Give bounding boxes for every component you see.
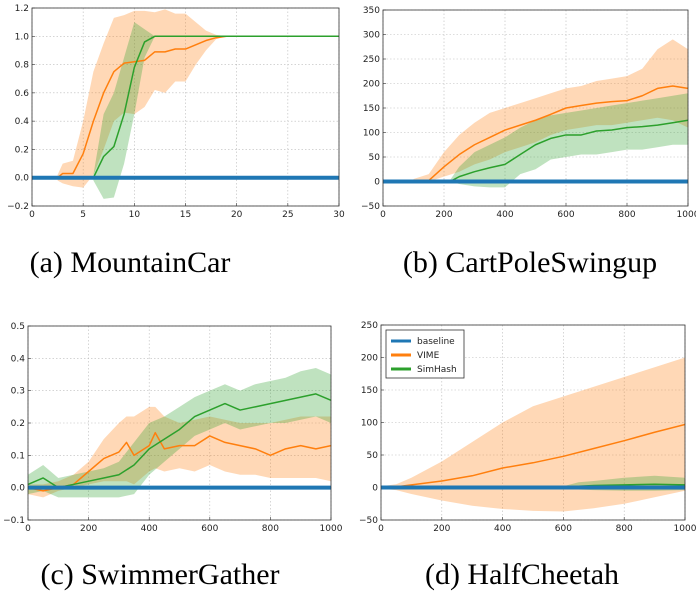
x-tick-label: 200 <box>433 524 450 534</box>
band-vime <box>28 406 331 498</box>
panel-c: 0 200 400 600 800 1000 −0.1 0.0 0.1 0.2 0.3 0.4 0.5 <box>3 322 343 534</box>
caption-d: (d) HalfCheetah <box>425 558 619 591</box>
y-tick-label: 250 <box>363 55 380 65</box>
line-vime <box>381 423 685 489</box>
band-vime <box>57 9 339 188</box>
caption-b: (b) CartPoleSwingup <box>403 246 657 279</box>
axes-frame <box>31 7 340 207</box>
y-tick-label: 0.3 <box>11 387 25 397</box>
y-tick-label: 200 <box>361 354 378 364</box>
caption-c: (c) SwimmerGather <box>40 558 279 591</box>
y-tick-label: 0.5 <box>11 322 25 332</box>
x-tick-label: 400 <box>496 210 513 220</box>
line-simhash <box>92 35 339 179</box>
y-tick-label: 0.2 <box>15 145 29 155</box>
line-vime <box>28 431 331 492</box>
x-tick-label: 600 <box>201 524 218 534</box>
y-tick-label: 0.2 <box>11 419 25 429</box>
y-tick-label: 0.0 <box>15 174 30 184</box>
y-tick-label: −50 <box>359 516 378 526</box>
x-tick-label: 5 <box>80 210 86 220</box>
y-tick-label: 150 <box>363 104 380 114</box>
x-tick-label: 800 <box>616 524 633 534</box>
plot-area <box>28 368 331 498</box>
x-tick-label: 200 <box>435 210 452 220</box>
y-tick-label: 1.0 <box>15 32 30 42</box>
y-tick-label: 250 <box>361 321 378 331</box>
y-tick-label: 50 <box>367 451 379 461</box>
y-tick-label: 300 <box>363 31 380 41</box>
x-tick-label: 1000 <box>320 524 343 534</box>
x-tick-label: 600 <box>555 524 572 534</box>
x-tick-label: 1000 <box>674 524 696 534</box>
plot-area <box>32 9 339 199</box>
axes-frame <box>380 324 686 521</box>
y-tick-label: 100 <box>363 129 380 139</box>
x-tick-label: 10 <box>129 210 141 220</box>
band-vime <box>381 357 685 512</box>
x-tick-label: 400 <box>141 524 158 534</box>
plot-area <box>381 357 685 512</box>
x-tick-label: 600 <box>557 210 574 220</box>
axes-frame <box>27 325 332 521</box>
legend-label-simhash: SimHash <box>417 365 457 375</box>
panel-d: 0 200 400 600 800 1000−50050100150200250basel… <box>359 321 696 534</box>
y-tick-label: 0.0 <box>11 484 26 494</box>
line-vime <box>57 35 339 179</box>
legend-label-vime: VIME <box>417 351 440 361</box>
y-tick-label: 350 <box>363 6 380 16</box>
x-tick-label: 0 <box>380 210 386 220</box>
y-tick-label: −0.1 <box>3 516 25 526</box>
band-simhash <box>93 22 339 199</box>
x-tick-label: 25 <box>282 210 293 220</box>
panel-a: 0 5 10 15 20 25 30 −0.2 0.0 0.2 0.4 0.6 0.8 1.0 1.2 <box>7 4 345 220</box>
band-simhash <box>450 93 688 188</box>
y-tick-label: 0.1 <box>11 451 25 461</box>
y-tick-label: 50 <box>369 153 381 163</box>
y-tick-label: 150 <box>361 386 378 396</box>
x-tick-label: 20 <box>231 210 243 220</box>
y-tick-label: 0.8 <box>15 61 30 71</box>
y-tick-label: 0 <box>372 484 378 494</box>
x-tick-label: 1000 <box>677 210 696 220</box>
panel-b: 02004006008001000−5005010015020025030035… <box>361 6 696 220</box>
x-tick-label: 15 <box>180 210 191 220</box>
line-vime <box>413 85 688 183</box>
band-simhash <box>28 368 331 498</box>
y-tick-label: 0 <box>374 178 380 188</box>
caption-a: (a) MountainCar <box>30 246 231 279</box>
y-tick-label: 0.6 <box>15 89 30 99</box>
x-tick-label: 0 <box>378 524 384 534</box>
axes-frame <box>382 9 689 207</box>
band-vime <box>413 39 688 182</box>
y-tick-label: 0.4 <box>11 354 26 364</box>
x-tick-label: 200 <box>80 524 97 534</box>
x-tick-label: 400 <box>494 524 511 534</box>
x-tick-label: 0 <box>29 210 35 220</box>
line-simhash <box>28 393 331 489</box>
x-tick-label: 0 <box>25 524 31 534</box>
y-tick-label: 0.4 <box>15 117 30 127</box>
y-tick-label: −0.2 <box>7 202 29 212</box>
y-tick-label: 1.2 <box>15 4 29 14</box>
x-tick-label: 800 <box>618 210 635 220</box>
x-tick-label: 30 <box>333 210 345 220</box>
plot-area <box>383 39 688 188</box>
legend: baseline VIME SimHash <box>385 329 465 379</box>
line-simhash <box>449 119 688 183</box>
y-tick-label: −50 <box>361 202 380 212</box>
y-tick-label: 200 <box>363 80 380 90</box>
x-tick-label: 800 <box>262 524 279 534</box>
y-tick-label: 100 <box>361 419 378 429</box>
legend-label-baseline: baseline <box>417 337 455 347</box>
